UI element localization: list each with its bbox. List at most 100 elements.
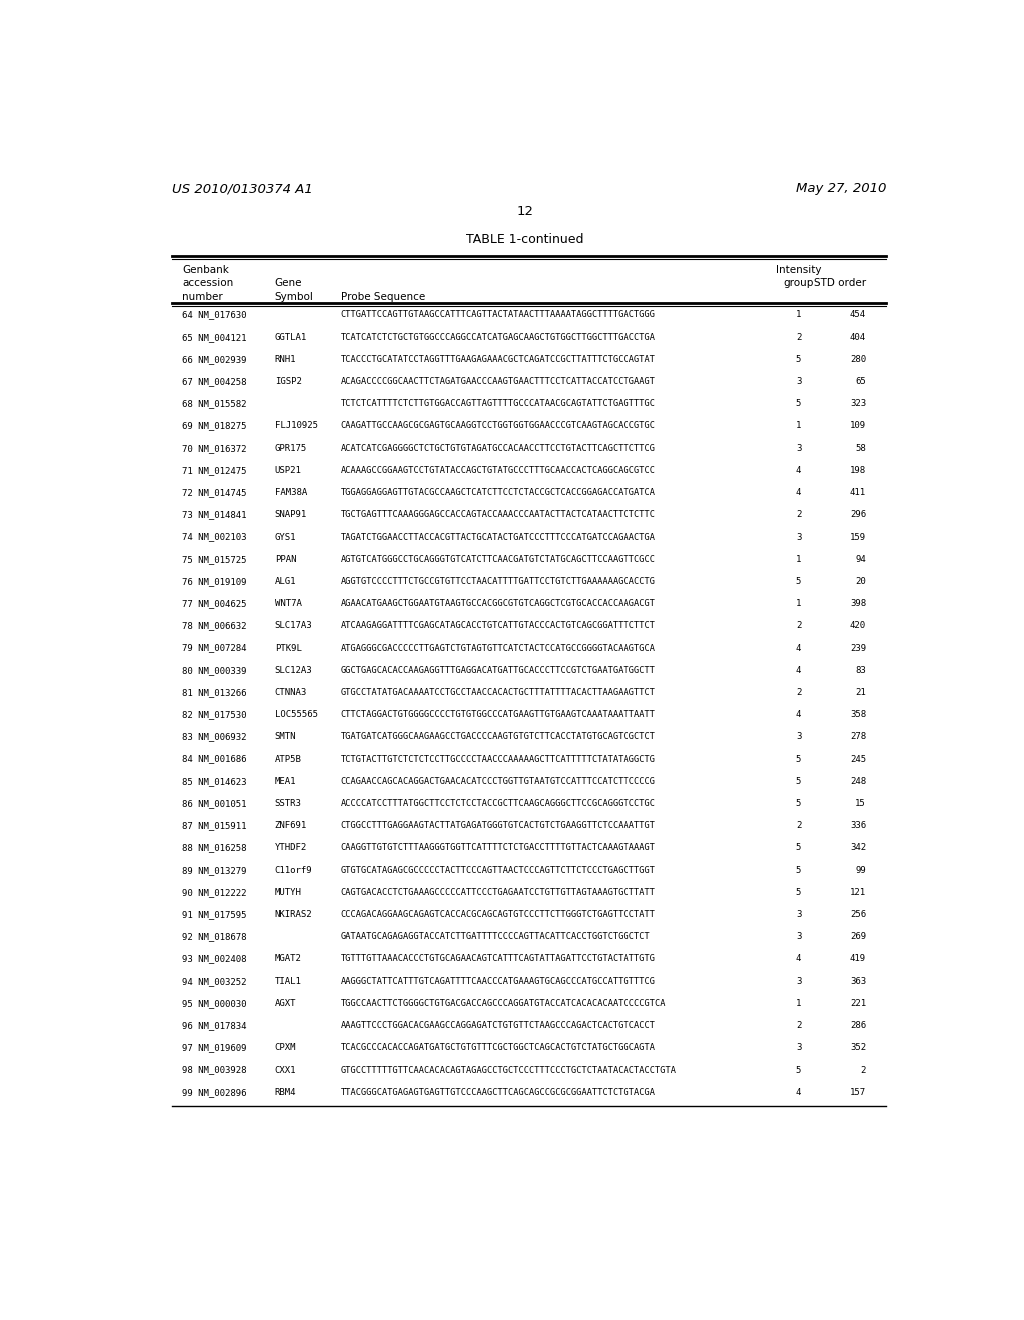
Text: CAAGGTTGTGTCTTTAAGGGTGGTTCATTTTCTCTGACCTTTTGTTACTCAAAGTAAAGT: CAAGGTTGTGTCTTTAAGGGTGGTTCATTTTCTCTGACCT… xyxy=(341,843,655,853)
Text: 83: 83 xyxy=(855,665,866,675)
Text: SMTN: SMTN xyxy=(274,733,296,742)
Text: GYS1: GYS1 xyxy=(274,532,296,541)
Text: AAAGTTCCCTGGACACGAAGCCAGGAGATCTGTGTTCTAAGCCCAGACTCACTGTCACCT: AAAGTTCCCTGGACACGAAGCCAGGAGATCTGTGTTCTAA… xyxy=(341,1022,655,1030)
Text: SNAP91: SNAP91 xyxy=(274,511,307,519)
Text: 83 NM_006932: 83 NM_006932 xyxy=(182,733,247,742)
Text: CAAGATTGCCAAGCGCGAGTGCAAGGTCCTGGTGGTGGAACCCGTCAAGTAGCACCGTGC: CAAGATTGCCAAGCGCGAGTGCAAGGTCCTGGTGGTGGAA… xyxy=(341,421,655,430)
Text: 70 NM_016372: 70 NM_016372 xyxy=(182,444,247,453)
Text: GATAATGCAGAGAGGTACCATCTTGATTTTCCCCAGTTACATTCACCTGGTCTGGCTCT: GATAATGCAGAGAGGTACCATCTTGATTTTCCCCAGTTAC… xyxy=(341,932,650,941)
Text: TAGATCTGGAACCTTACCACGTTACTGCATACTGATCCCTTTCCCATGATCCAGAACTGA: TAGATCTGGAACCTTACCACGTTACTGCATACTGATCCCT… xyxy=(341,532,655,541)
Text: WNT7A: WNT7A xyxy=(274,599,302,609)
Text: GTGTGCATAGAGCGCCCCCTACTTCCCAGTTAACTCCCAGTTCTTCTCCCTGAGCTTGGT: GTGTGCATAGAGCGCCCCCTACTTCCCAGTTAACTCCCAG… xyxy=(341,866,655,875)
Text: 3: 3 xyxy=(796,909,801,919)
Text: 3: 3 xyxy=(796,378,801,385)
Text: 4: 4 xyxy=(796,665,801,675)
Text: 363: 363 xyxy=(850,977,866,986)
Text: ZNF691: ZNF691 xyxy=(274,821,307,830)
Text: CCAGAACCAGCACAGGACTGAACACATCCCTGGTTGTAATGTCCATTTCCATCTTCCCCG: CCAGAACCAGCACAGGACTGAACACATCCCTGGTTGTAAT… xyxy=(341,776,655,785)
Text: 12: 12 xyxy=(516,205,534,218)
Text: CTTCTAGGACTGTGGGGCCCCTGTGTGGCCCATGAAGTTGTGAAGTCAAATAAATTAATT: CTTCTAGGACTGTGGGGCCCCTGTGTGGCCCATGAAGTTG… xyxy=(341,710,655,719)
Text: 5: 5 xyxy=(796,755,801,763)
Text: 157: 157 xyxy=(850,1088,866,1097)
Text: 75 NM_015725: 75 NM_015725 xyxy=(182,554,247,564)
Text: RBM4: RBM4 xyxy=(274,1088,296,1097)
Text: 89 NM_013279: 89 NM_013279 xyxy=(182,866,247,875)
Text: GTGCCTATATGACAAAATCCTGCCTAACCACACTGCTTTATTTTACACTTAAGAAGTTCT: GTGCCTATATGACAAAATCCTGCCTAACCACACTGCTTTA… xyxy=(341,688,655,697)
Text: Probe Sequence: Probe Sequence xyxy=(341,292,425,301)
Text: 4: 4 xyxy=(796,644,801,652)
Text: AGAACATGAAGCTGGAATGTAAGTGCCACGGCGTGTCAGGCTCGTGCACCACCAAGACGT: AGAACATGAAGCTGGAATGTAAGTGCCACGGCGTGTCAGG… xyxy=(341,599,655,609)
Text: RNH1: RNH1 xyxy=(274,355,296,364)
Text: 221: 221 xyxy=(850,999,866,1008)
Text: ALG1: ALG1 xyxy=(274,577,296,586)
Text: TCACCCTGCATATCCTAGGTTTGAAGAGAAACGCTCAGATCCGCTTATTTCTGCCAGTAT: TCACCCTGCATATCCTAGGTTTGAAGAGAAACGCTCAGAT… xyxy=(341,355,655,364)
Text: Genbank: Genbank xyxy=(182,265,228,275)
Text: CTTGATTCCAGTTGTAAGCCATTTCAGTTACTATAACTTTAAAATAGGCTTTTGACTGGG: CTTGATTCCAGTTGTAAGCCATTTCAGTTACTATAACTTT… xyxy=(341,310,655,319)
Text: 2: 2 xyxy=(796,688,801,697)
Text: May 27, 2010: May 27, 2010 xyxy=(796,182,886,195)
Text: Gene: Gene xyxy=(274,279,302,288)
Text: 97 NM_019609: 97 NM_019609 xyxy=(182,1043,247,1052)
Text: 4: 4 xyxy=(796,488,801,498)
Text: TGGAGGAGGAGTTGTACGCCAAGCTCATCTTCCTCTACCGCTCACCGGAGACCATGATCA: TGGAGGAGGAGTTGTACGCCAAGCTCATCTTCCTCTACCG… xyxy=(341,488,655,498)
Text: 358: 358 xyxy=(850,710,866,719)
Text: accession: accession xyxy=(182,279,233,288)
Text: GPR175: GPR175 xyxy=(274,444,307,453)
Text: 69 NM_018275: 69 NM_018275 xyxy=(182,421,247,430)
Text: 96 NM_017834: 96 NM_017834 xyxy=(182,1022,247,1030)
Text: 64 NM_017630: 64 NM_017630 xyxy=(182,310,247,319)
Text: 245: 245 xyxy=(850,755,866,763)
Text: 411: 411 xyxy=(850,488,866,498)
Text: TABLE 1-continued: TABLE 1-continued xyxy=(466,234,584,247)
Text: GTGCCTTTTTGTTCAACACACAGTAGAGCCTGCTCCCTTTCCCTGCTCTAATACACTACCTGTA: GTGCCTTTTTGTTCAACACACAGTAGAGCCTGCTCCCTTT… xyxy=(341,1065,677,1074)
Text: TGATGATCATGGGCAAGAAGCCTGACCCCAAGTGTGTCTTCACCTATGTGCAGTCGCTCT: TGATGATCATGGGCAAGAAGCCTGACCCCAAGTGTGTCTT… xyxy=(341,733,655,742)
Text: 4: 4 xyxy=(796,954,801,964)
Text: 419: 419 xyxy=(850,954,866,964)
Text: 20: 20 xyxy=(855,577,866,586)
Text: 269: 269 xyxy=(850,932,866,941)
Text: PPAN: PPAN xyxy=(274,554,296,564)
Text: 5: 5 xyxy=(796,399,801,408)
Text: USP21: USP21 xyxy=(274,466,302,475)
Text: STD order: STD order xyxy=(814,279,866,288)
Text: 121: 121 xyxy=(850,888,866,896)
Text: SLC12A3: SLC12A3 xyxy=(274,665,312,675)
Text: TCATCATCTCTGCTGTGGCCCAGGCCATCATGAGCAAGCTGTGGCTTGGCTTTGACCTGA: TCATCATCTCTGCTGTGGCCCAGGCCATCATGAGCAAGCT… xyxy=(341,333,655,342)
Text: 94: 94 xyxy=(855,554,866,564)
Text: 5: 5 xyxy=(796,888,801,896)
Text: IGSP2: IGSP2 xyxy=(274,378,302,385)
Text: FAM38A: FAM38A xyxy=(274,488,307,498)
Text: AGGTGTCCCCTTTCTGCCGTGTTCCTAACATTTTGATTCCTGTCTTGAAAAAAGCACCTG: AGGTGTCCCCTTTCTGCCGTGTTCCTAACATTTTGATTCC… xyxy=(341,577,655,586)
Text: 5: 5 xyxy=(796,577,801,586)
Text: group: group xyxy=(783,279,814,288)
Text: 4: 4 xyxy=(796,710,801,719)
Text: 2: 2 xyxy=(861,1065,866,1074)
Text: TGTTTGTTAAACACCCTGTGCAGAACAGTCATTTCAGTATTAGATTCCTGTACTATTGTG: TGTTTGTTAAACACCCTGTGCAGAACAGTCATTTCAGTAT… xyxy=(341,954,655,964)
Text: NKIRAS2: NKIRAS2 xyxy=(274,909,312,919)
Text: 93 NM_002408: 93 NM_002408 xyxy=(182,954,247,964)
Text: 5: 5 xyxy=(796,866,801,875)
Text: 336: 336 xyxy=(850,821,866,830)
Text: 88 NM_016258: 88 NM_016258 xyxy=(182,843,247,853)
Text: 85 NM_014623: 85 NM_014623 xyxy=(182,776,247,785)
Text: 15: 15 xyxy=(855,799,866,808)
Text: FLJ10925: FLJ10925 xyxy=(274,421,317,430)
Text: 99 NM_002896: 99 NM_002896 xyxy=(182,1088,247,1097)
Text: 3: 3 xyxy=(796,532,801,541)
Text: 404: 404 xyxy=(850,333,866,342)
Text: Symbol: Symbol xyxy=(274,292,313,301)
Text: AGTGTCATGGGCCTGCAGGGTGTCATCTTCAACGATGTCTATGCAGCTTCCAAGTTCGCC: AGTGTCATGGGCCTGCAGGGTGTCATCTTCAACGATGTCT… xyxy=(341,554,655,564)
Text: ATP5B: ATP5B xyxy=(274,755,302,763)
Text: CTNNA3: CTNNA3 xyxy=(274,688,307,697)
Text: ATCAAGAGGATTTTCGAGCATAGCACCTGTCATTGTACCCACTGTCAGCGGATTTCTTCT: ATCAAGAGGATTTTCGAGCATAGCACCTGTCATTGTACCC… xyxy=(341,622,655,631)
Text: 5: 5 xyxy=(796,355,801,364)
Text: TCTCTCATTTTCTCTTGTGGACCAGTTAGTTTTGCCCATAACGCAGTATTCTGAGTTTGC: TCTCTCATTTTCTCTTGTGGACCAGTTAGTTTTGCCCATA… xyxy=(341,399,655,408)
Text: 398: 398 xyxy=(850,599,866,609)
Text: AAGGGCTATTCATTTGTCAGATTTTCAACCCATGAAAGTGCAGCCCATGCCATTGTTTCG: AAGGGCTATTCATTTGTCAGATTTTCAACCCATGAAAGTG… xyxy=(341,977,655,986)
Text: 92 NM_018678: 92 NM_018678 xyxy=(182,932,247,941)
Text: TTACGGGCATGAGAGTGAGTTGTCCCAAGCTTCAGCAGCCGCGCGGAATTCTCTGTACGA: TTACGGGCATGAGAGTGAGTTGTCCCAAGCTTCAGCAGCC… xyxy=(341,1088,655,1097)
Text: YTHDF2: YTHDF2 xyxy=(274,843,307,853)
Text: 3: 3 xyxy=(796,977,801,986)
Text: 5: 5 xyxy=(796,843,801,853)
Text: MEA1: MEA1 xyxy=(274,776,296,785)
